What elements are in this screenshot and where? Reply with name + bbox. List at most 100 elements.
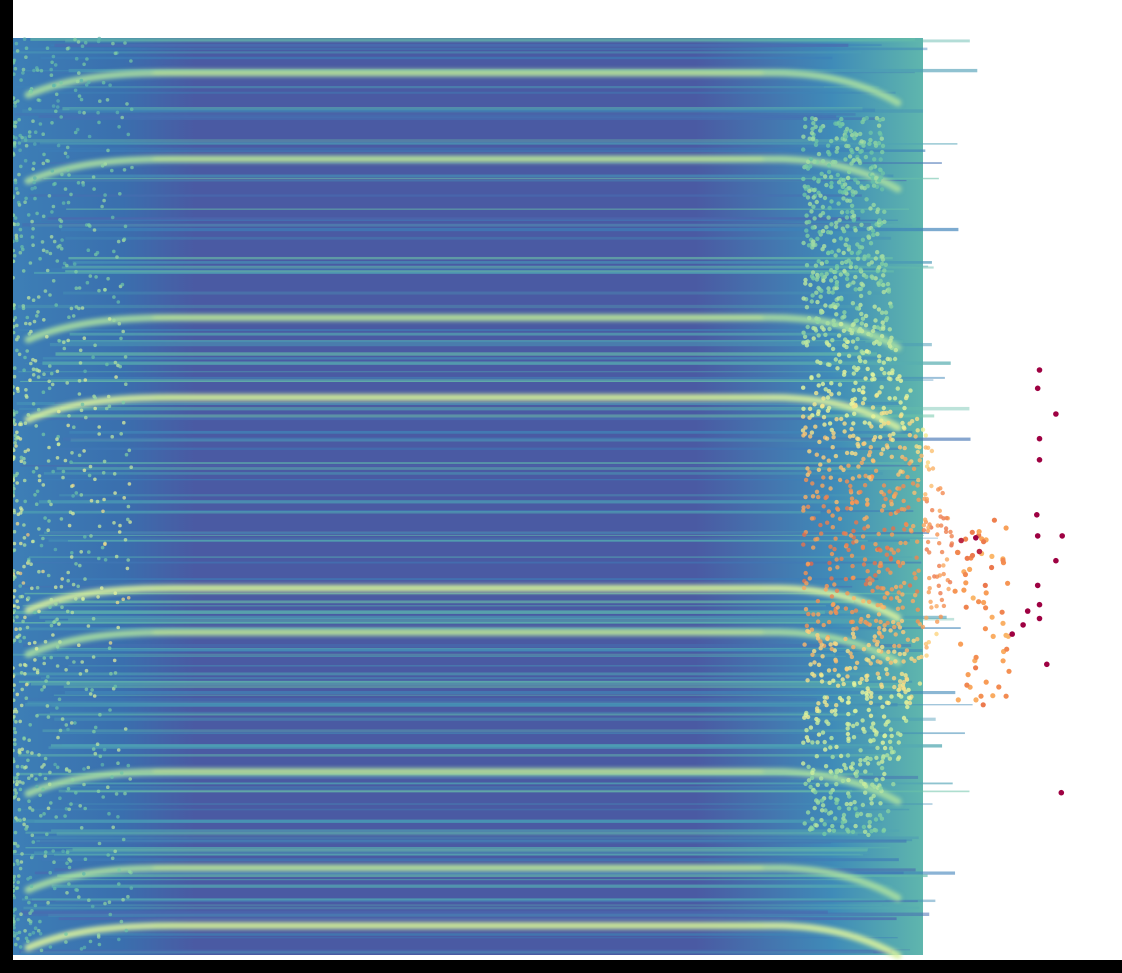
scatter-point [844,143,849,149]
scatter-point [42,763,46,767]
scatter-point [12,738,17,742]
scatter-point [833,774,838,779]
scatter-point [83,369,87,374]
scatter-point [864,677,869,683]
scatter-point [125,566,130,571]
scatter-point [37,753,41,757]
stripe-row [64,704,973,706]
scatter-point [806,629,812,635]
scatter-point [824,225,829,230]
scatter-point [845,506,850,511]
scatter-point [63,187,68,191]
scatter-point [14,782,19,787]
scatter-point [112,295,116,299]
scatter-point [844,215,850,220]
scatter-point [859,460,864,465]
scatter-point [31,840,36,844]
scatter-point [890,368,895,373]
scatter-point [878,619,883,625]
scatter-point [848,765,854,770]
scatter-point [876,675,882,681]
scatter-point [876,141,882,146]
scatter-point [816,467,822,472]
scatter-point [59,584,64,589]
scatter-point [880,171,886,176]
scatter-point [17,117,21,122]
scatter-point [826,509,831,514]
scatter-point [30,808,35,812]
stripe-row [65,236,892,240]
scatter-point [859,222,864,227]
stripe-row [65,790,970,793]
stripe-row [20,465,920,467]
scatter-point [901,629,906,635]
scatter-point [19,234,24,238]
scatter-point [841,681,846,687]
scatter-point [902,651,907,657]
scatter-point [829,392,834,397]
stripe-row [39,141,861,145]
scatter-point [824,719,829,724]
stripe-row [60,174,894,178]
scatter-point [816,732,822,737]
scatter-point [77,110,82,115]
stripe-row [63,291,889,295]
scatter-point [829,576,834,581]
scatter-point [858,302,863,308]
scatter-point [842,421,847,426]
scatter-point [83,857,88,861]
scatter-point [829,381,834,386]
scatter-point [963,580,969,586]
scatter-point [880,149,885,155]
scatter-point [22,523,26,527]
scatter-point [970,595,976,601]
scatter-point [961,587,967,593]
scatter-point [124,452,129,457]
scatter-point [864,197,869,202]
scatter-point [880,755,886,761]
scatter-point [116,761,120,765]
stripe-row [13,853,861,855]
stripe-row [25,561,922,564]
scatter-point [28,875,33,880]
scatter-point [892,624,897,630]
scatter-point [858,131,863,137]
scatter-point [28,107,32,111]
scatter-point [866,707,871,713]
scatter-point [69,306,74,311]
scatter-point [906,505,911,510]
scatter-point [801,740,806,745]
scatter-point [810,816,815,822]
scatter-point [51,104,56,108]
scatter-point [937,541,942,546]
scatter-point [848,533,854,538]
scatter-point [101,80,106,85]
scatter-point [873,573,878,578]
scatter-point [121,400,126,405]
stripe-row [13,653,836,656]
scatter-point [65,891,69,895]
scatter-point [973,654,979,661]
scatter-point [93,477,97,482]
scatter-point [24,55,28,59]
scatter-point [807,315,812,321]
scatter-point [895,508,901,514]
scatter-point [73,721,77,725]
scatter-point [103,288,107,292]
scatter-point [896,590,901,595]
scatter-point [67,173,71,177]
scatter-point [45,334,49,339]
scatter-point [108,83,112,87]
scatter-point [860,401,866,406]
scatter-point [871,341,877,346]
scatter-point [63,814,67,818]
scatter-point [811,176,817,181]
scatter-point [896,755,902,760]
scatter-point [889,694,894,699]
scatter-point [95,250,100,255]
scatter-point [805,472,810,477]
scatter-point [870,275,875,280]
scatter-point [816,373,821,378]
scatter-point [819,171,824,176]
scatter-point [53,63,58,67]
